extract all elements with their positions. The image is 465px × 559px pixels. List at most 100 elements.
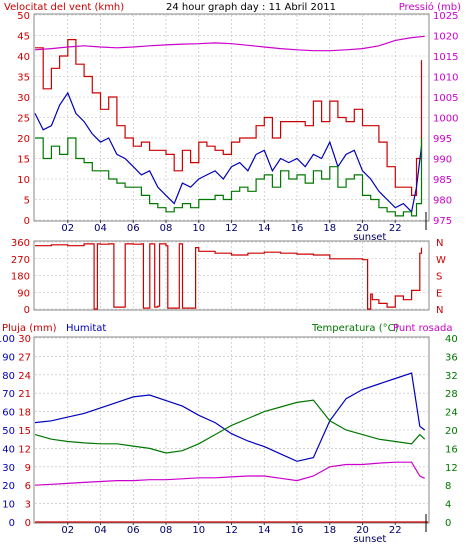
hour-tick-label: 20	[356, 223, 369, 234]
hour-tick-label: 02	[61, 223, 74, 234]
hour-tick-label: 16	[291, 223, 304, 234]
pressure-tick-label: 990	[433, 155, 452, 166]
pressure-tick-label: 1020	[433, 32, 458, 43]
hour-tick-label: 20	[356, 525, 369, 536]
wind-tick-label: 0	[24, 216, 30, 227]
direction-tick-label: 90	[17, 288, 30, 299]
humidity-tick-label: 50	[2, 426, 15, 437]
humidity-tick-label: 70	[2, 389, 15, 400]
hour-tick-label: 14	[258, 223, 271, 234]
temperature-tick-label: 0	[445, 518, 451, 529]
rain-tick-label: 30	[18, 334, 31, 345]
temperature-tick-label: 20	[445, 426, 458, 437]
humidity-tick-label: 100	[0, 334, 15, 345]
direction-tick-label: 360	[11, 238, 30, 249]
hour-tick-label: 22	[389, 223, 402, 234]
temperature-line	[34, 399, 426, 454]
rain-tick-label: 18	[18, 408, 31, 419]
compass-tick-label: E	[436, 288, 442, 299]
rain-tick-label: 15	[18, 426, 31, 437]
pressure-tick-label: 995	[433, 134, 452, 145]
compass-tick-label: N	[436, 238, 443, 249]
pressure-line	[34, 35, 425, 52]
sunset-label: sunset	[353, 534, 386, 545]
hour-tick-label: 14	[258, 525, 271, 536]
humidity-tick-label: 0	[9, 518, 15, 529]
rain-tick-label: 3	[25, 500, 31, 511]
humidity-tick-label: 80	[2, 371, 15, 382]
hour-tick-label: 16	[291, 525, 304, 536]
rain-tick-label: 21	[18, 389, 31, 400]
pressure-tick-label: 1025	[433, 11, 458, 22]
wind-tick-label: 40	[17, 52, 30, 63]
wind-direction-line	[35, 243, 423, 310]
temperature-tick-label: 36	[445, 352, 458, 363]
wind-gust-line	[35, 39, 423, 196]
temperature-tick-label: 40	[445, 334, 458, 345]
direction-tick-label: 180	[11, 272, 30, 283]
hour-tick-label: 04	[94, 525, 107, 536]
hour-tick-label: 10	[192, 223, 205, 234]
humidity-label: Humitat	[66, 323, 106, 334]
hour-tick-label: 06	[127, 525, 140, 536]
pressure-tick-label: 975	[433, 216, 452, 227]
temperature-tick-label: 28	[445, 389, 458, 400]
wind-average-line	[34, 91, 423, 214]
dew-point-line	[34, 461, 425, 486]
humidity-line	[34, 372, 426, 462]
rain-tick-label: 12	[18, 444, 31, 455]
humidity-tick-label: 20	[2, 481, 15, 492]
wind-tick-label: 10	[17, 175, 30, 186]
hour-tick-label: 10	[192, 525, 205, 536]
pressure-axis-label: Pressió (mb)	[399, 1, 461, 13]
temperature-tick-label: 32	[445, 371, 458, 382]
wind-axis-label: Velocitat del vent (kmh)	[4, 2, 124, 13]
pressure-tick-label: 1010	[433, 73, 458, 84]
humidity-tick-label: 90	[2, 352, 15, 363]
hour-tick-label: 06	[127, 223, 140, 234]
hour-tick-label: 22	[389, 525, 402, 536]
hour-tick-label: 12	[225, 223, 238, 234]
wind-tick-label: 25	[17, 114, 30, 125]
hour-tick-label: 02	[61, 525, 74, 536]
direction-tick-label: 270	[11, 255, 30, 266]
dew-point-label: Punt rosada	[393, 323, 452, 334]
hour-tick-label: 04	[94, 223, 107, 234]
rain-tick-label: 0	[25, 518, 31, 529]
rain-axis-label: Pluja (mm)	[2, 323, 57, 334]
pressure-tick-label: 1005	[433, 93, 458, 104]
hour-tick-label: 12	[225, 525, 238, 536]
chart-title: 24 hour graph day : 11 Abril 2011	[166, 2, 336, 13]
wind-tick-label: 30	[17, 93, 30, 104]
wind-tick-label: 35	[17, 73, 30, 84]
pressure-tick-label: 980	[433, 196, 452, 207]
wind-tick-label: 45	[17, 32, 30, 43]
pressure-tick-label: 985	[433, 175, 452, 186]
rain-tick-label: 6	[25, 481, 31, 492]
temperature-tick-label: 16	[445, 444, 458, 455]
sunset-label: sunset	[353, 232, 386, 243]
rain-tick-label: 9	[25, 463, 31, 474]
humidity-tick-label: 10	[2, 500, 15, 511]
temperature-tick-label: 4	[445, 500, 451, 511]
humidity-tick-label: 60	[2, 408, 15, 419]
wind-tick-label: 5	[24, 196, 30, 207]
pressure-tick-label: 1015	[433, 52, 458, 63]
compass-tick-label: S	[436, 272, 442, 283]
temperature-label: Temperatura (°C)	[311, 323, 399, 334]
temperature-tick-label: 8	[445, 481, 451, 492]
hour-tick-label: 18	[323, 223, 336, 234]
wind-tick-label: 15	[17, 155, 30, 166]
rain-tick-label: 27	[18, 352, 31, 363]
compass-tick-label: N	[436, 305, 443, 316]
hour-tick-label: 08	[160, 525, 173, 536]
direction-tick-label: 0	[24, 305, 30, 316]
compass-tick-label: W	[436, 255, 446, 266]
wind-speed-line	[35, 137, 423, 217]
temperature-tick-label: 12	[445, 463, 458, 474]
pressure-tick-label: 1000	[433, 114, 458, 125]
hour-tick-label: 08	[160, 223, 173, 234]
wind-tick-label: 20	[17, 134, 30, 145]
wind-tick-label: 50	[17, 11, 30, 22]
